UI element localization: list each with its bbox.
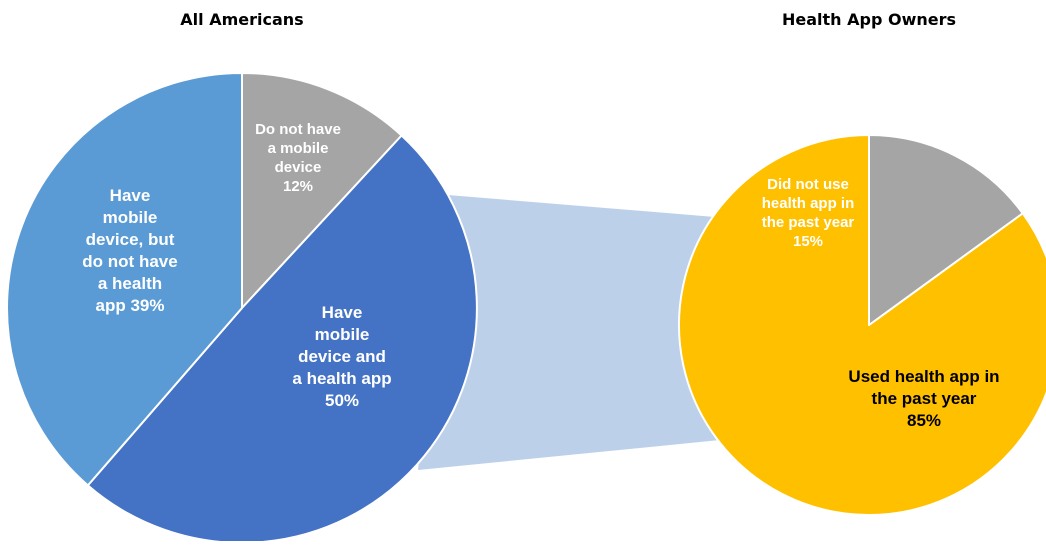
labels-health-app-owners: Used health app in the past year 85% Did no… xyxy=(762,176,1000,430)
slice-label-have-mobile-device-but-do-not-have-a-health-app: Have mobile device, but do not have a health… xyxy=(82,186,177,315)
pie-slice-used-health-app-in-the-past-year xyxy=(678,134,1046,516)
pie-all-americans xyxy=(6,72,478,544)
slice-label-line: app 39% xyxy=(96,296,165,315)
chart-title-health-app-owners: Health App Owners xyxy=(781,10,957,29)
slice-label-line: Do not have xyxy=(255,121,341,138)
slice-label-line: 50% xyxy=(325,391,359,410)
slice-label-line: device, but xyxy=(86,230,175,249)
slice-label-line: the past year xyxy=(872,389,977,408)
chart-title-all-americans: All Americans xyxy=(180,10,304,29)
slice-label-line: device xyxy=(275,159,322,176)
slice-label-line: 12% xyxy=(283,178,313,195)
slice-label-line: Did not use xyxy=(767,176,849,193)
slice-label-line: health app in xyxy=(762,195,855,212)
slice-label-line: a mobile xyxy=(268,140,329,157)
pie-slice-did-not-use-health-app-in-the-past-year xyxy=(868,134,1024,326)
connector-band xyxy=(418,195,720,470)
slice-label-line: a health xyxy=(98,274,162,293)
slice-label-line: mobile xyxy=(103,208,158,227)
slice-label-line: Have xyxy=(322,303,363,322)
slice-label-line: a health app xyxy=(292,369,391,388)
pie-slice-have-mobile-device-but-do-not-have-a-health-app xyxy=(6,72,243,487)
pie-health-app-owners xyxy=(678,134,1046,516)
slice-label-do-not-have-a-mobile-device: Do not have a mobile device 12% xyxy=(255,121,341,195)
labels-all-americans: Do not have a mobile device 12% Have mobile de… xyxy=(82,121,391,410)
slice-label-line: device and xyxy=(298,347,386,366)
slice-label-did-not-use-health-app-in-the-past-year: Did not use health app in the past year 15% xyxy=(762,176,855,250)
slice-label-line: Have xyxy=(110,186,151,205)
pie-slice-have-mobile-device-and-a-health-app xyxy=(86,134,478,544)
slice-label-line: the past year xyxy=(762,214,855,231)
slice-label-have-mobile-device-and-a-health-app: Have mobile device and a health app 50% xyxy=(292,303,391,410)
slice-label-line: mobile xyxy=(315,325,370,344)
pie-slice-do-not-have-a-mobile-device xyxy=(241,72,403,309)
slice-label-line: 85% xyxy=(907,411,941,430)
slice-label-used-health-app-in-the-past-year: Used health app in the past year 85% xyxy=(848,367,999,430)
slice-label-line: Used health app in xyxy=(848,367,999,386)
slice-label-line: 15% xyxy=(793,233,823,250)
slice-label-line: do not have xyxy=(82,252,177,271)
